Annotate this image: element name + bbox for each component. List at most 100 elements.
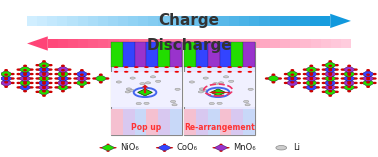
- FancyArrow shape: [209, 16, 219, 26]
- Circle shape: [12, 74, 14, 75]
- Circle shape: [24, 74, 26, 75]
- FancyArrow shape: [189, 16, 199, 26]
- Bar: [243, 109, 255, 135]
- Circle shape: [43, 77, 45, 78]
- Polygon shape: [286, 75, 299, 82]
- Text: MnO₆: MnO₆: [233, 143, 256, 152]
- Polygon shape: [324, 84, 337, 91]
- Circle shape: [310, 83, 313, 84]
- Circle shape: [329, 65, 332, 66]
- Bar: [196, 42, 208, 67]
- Circle shape: [81, 79, 83, 80]
- Bar: [135, 109, 146, 135]
- Circle shape: [237, 71, 242, 73]
- Circle shape: [310, 77, 313, 78]
- Circle shape: [348, 83, 350, 84]
- Circle shape: [36, 65, 39, 66]
- Circle shape: [329, 73, 332, 74]
- Circle shape: [170, 147, 173, 148]
- Circle shape: [55, 82, 57, 83]
- Circle shape: [31, 74, 33, 75]
- Circle shape: [245, 104, 250, 106]
- FancyArrow shape: [48, 39, 58, 48]
- Circle shape: [203, 77, 208, 79]
- Bar: [111, 42, 182, 135]
- Circle shape: [355, 78, 357, 79]
- Bar: [184, 42, 255, 135]
- Circle shape: [36, 69, 39, 70]
- Text: Discharge: Discharge: [146, 38, 232, 53]
- Bar: [146, 42, 158, 67]
- Circle shape: [24, 86, 26, 87]
- Circle shape: [329, 91, 332, 92]
- FancyArrow shape: [129, 39, 139, 48]
- Circle shape: [348, 77, 350, 78]
- Polygon shape: [37, 88, 51, 96]
- Circle shape: [170, 100, 176, 103]
- Circle shape: [355, 69, 357, 70]
- FancyArrow shape: [300, 16, 310, 26]
- Circle shape: [164, 66, 169, 68]
- Polygon shape: [19, 75, 32, 82]
- Circle shape: [304, 82, 306, 83]
- Circle shape: [291, 79, 294, 80]
- FancyArrow shape: [270, 16, 280, 26]
- Circle shape: [12, 78, 14, 79]
- Circle shape: [50, 82, 52, 83]
- Circle shape: [50, 69, 52, 70]
- Circle shape: [68, 74, 71, 75]
- Circle shape: [348, 79, 350, 80]
- Circle shape: [217, 66, 222, 68]
- Circle shape: [31, 82, 33, 83]
- Polygon shape: [361, 79, 375, 87]
- Circle shape: [68, 87, 71, 88]
- Circle shape: [43, 70, 45, 71]
- Circle shape: [43, 74, 45, 75]
- Circle shape: [373, 82, 376, 83]
- Circle shape: [43, 68, 45, 70]
- Circle shape: [144, 71, 149, 73]
- Polygon shape: [305, 66, 318, 73]
- Circle shape: [212, 147, 215, 148]
- Circle shape: [163, 144, 166, 145]
- FancyArrow shape: [88, 16, 98, 26]
- Circle shape: [367, 74, 369, 75]
- Circle shape: [172, 104, 177, 106]
- Polygon shape: [324, 75, 337, 82]
- Circle shape: [220, 151, 223, 152]
- FancyArrow shape: [280, 39, 290, 48]
- Circle shape: [43, 61, 45, 62]
- FancyArrow shape: [77, 16, 88, 26]
- Circle shape: [348, 70, 350, 71]
- FancyArrow shape: [57, 16, 68, 26]
- Text: Pop up: Pop up: [131, 123, 161, 132]
- Circle shape: [145, 82, 150, 84]
- Circle shape: [355, 82, 357, 83]
- Circle shape: [114, 71, 118, 73]
- Polygon shape: [75, 75, 88, 82]
- Circle shape: [291, 77, 294, 78]
- Circle shape: [62, 65, 64, 66]
- Bar: [220, 42, 231, 67]
- Circle shape: [163, 151, 166, 152]
- Circle shape: [43, 65, 45, 66]
- FancyArrow shape: [310, 39, 321, 48]
- Circle shape: [5, 82, 7, 83]
- FancyArrow shape: [47, 16, 57, 26]
- Circle shape: [348, 91, 350, 92]
- Circle shape: [43, 91, 45, 92]
- Circle shape: [12, 82, 14, 83]
- Circle shape: [36, 91, 39, 92]
- Circle shape: [310, 79, 313, 80]
- Circle shape: [322, 87, 325, 88]
- Circle shape: [304, 69, 306, 70]
- Circle shape: [17, 74, 20, 75]
- FancyArrow shape: [189, 39, 199, 48]
- Circle shape: [227, 71, 232, 73]
- FancyArrow shape: [27, 16, 37, 26]
- Circle shape: [329, 86, 332, 87]
- Text: Re-arrangement: Re-arrangement: [184, 123, 255, 132]
- Circle shape: [81, 86, 83, 87]
- Bar: [123, 42, 135, 67]
- Circle shape: [62, 83, 64, 84]
